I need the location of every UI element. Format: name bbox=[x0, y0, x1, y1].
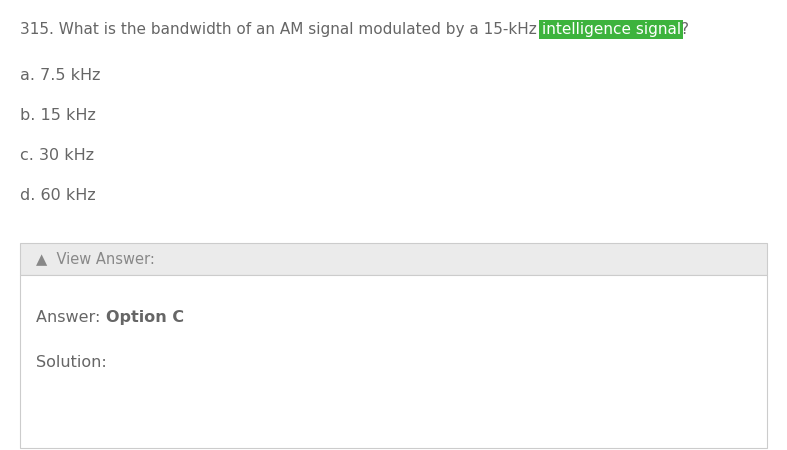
Text: ?: ? bbox=[681, 22, 689, 37]
Text: Answer:: Answer: bbox=[36, 310, 105, 325]
Text: a. 7.5 kHz: a. 7.5 kHz bbox=[20, 68, 101, 83]
Text: c. 30 kHz: c. 30 kHz bbox=[20, 148, 94, 163]
Text: b. 15 kHz: b. 15 kHz bbox=[20, 108, 96, 123]
Text: d. 60 kHz: d. 60 kHz bbox=[20, 188, 96, 203]
Text: Solution:: Solution: bbox=[36, 355, 107, 370]
Text: 315. What is the bandwidth of an AM signal modulated by a 15-kHz: 315. What is the bandwidth of an AM sign… bbox=[20, 22, 541, 37]
Bar bbox=[20, 275, 767, 448]
Bar bbox=[20, 243, 767, 275]
Text: Option C: Option C bbox=[105, 310, 183, 325]
Text: ▲  View Answer:: ▲ View Answer: bbox=[36, 252, 155, 266]
Text: intelligence signal: intelligence signal bbox=[541, 22, 681, 37]
